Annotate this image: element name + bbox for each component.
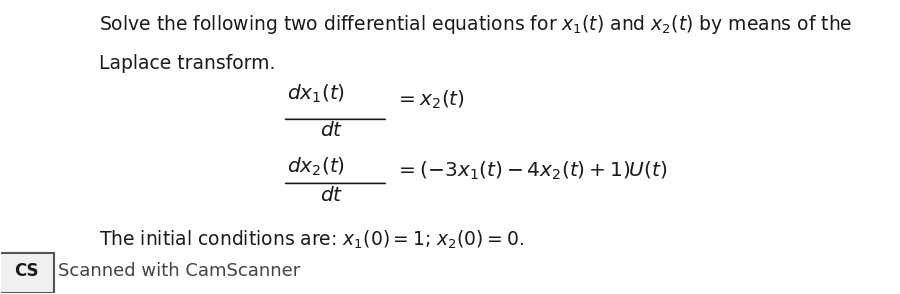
- FancyBboxPatch shape: [0, 253, 54, 293]
- Text: $dt$: $dt$: [320, 121, 344, 140]
- Text: Solve the following two differential equations for $x_1(t)$ and $x_2(t)$ by mean: Solve the following two differential equ…: [99, 13, 852, 36]
- Text: $dx_1(t)$: $dx_1(t)$: [286, 83, 345, 105]
- Text: Laplace transform.: Laplace transform.: [99, 54, 275, 73]
- Text: The initial conditions are: $x_1(0) = 1$; $x_2(0) = 0$.: The initial conditions are: $x_1(0) = 1$…: [99, 228, 524, 251]
- Text: $= (-3x_1(t) - 4x_2(t) + 1)U(t)$: $= (-3x_1(t) - 4x_2(t) + 1)U(t)$: [395, 160, 668, 182]
- Text: $= x_2(t)$: $= x_2(t)$: [395, 89, 465, 111]
- Text: Scanned with CamScanner: Scanned with CamScanner: [58, 262, 300, 280]
- Text: $dx_2(t)$: $dx_2(t)$: [286, 156, 345, 178]
- Text: $dt$: $dt$: [320, 186, 344, 205]
- Text: CS: CS: [14, 262, 39, 280]
